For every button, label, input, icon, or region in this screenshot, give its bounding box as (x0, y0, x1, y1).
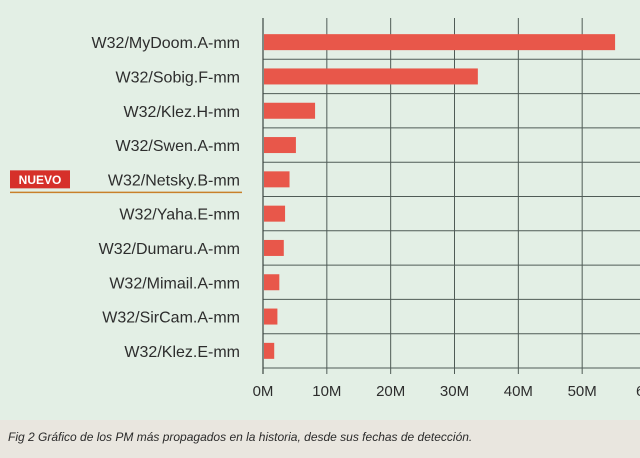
bar-5 (264, 171, 290, 188)
category-label: W32/Yaha.E-mm (119, 207, 240, 224)
category-label: W32/SirCam.A-mm (102, 310, 240, 327)
bar-9 (264, 308, 278, 325)
bar-chart: W32/MyDoom.A-mm W32/Sobig.F-mm W32/Klez.H-… (10, 18, 640, 400)
bar-8 (264, 274, 280, 291)
category-label: W32/Sobig.F-mm (116, 69, 240, 86)
bar-4 (264, 137, 296, 154)
category-label: W32/Netsky.B-mm (108, 172, 240, 189)
x-tick-label: 30M (440, 383, 469, 400)
nuevo-badge-label: NUEVO (19, 173, 62, 187)
bar-10 (264, 342, 275, 359)
category-label: W32/MyDoom.A-mm (92, 35, 240, 52)
nuevo-badge (10, 170, 70, 189)
category-label: W32/Swen.A-mm (116, 138, 240, 155)
figure-caption: Fig 2 Gráfico de los PM más propagados e… (8, 430, 473, 444)
x-tick-label: 6 (636, 383, 640, 400)
bar-6 (264, 205, 286, 222)
x-tick-label: 50M (568, 383, 597, 400)
x-tick-label: 0M (253, 383, 274, 400)
x-tick-label: 20M (376, 383, 405, 400)
x-tick-label: 10M (312, 383, 341, 400)
x-tick-label: 40M (504, 383, 533, 400)
bar-3 (264, 102, 316, 119)
category-label: W32/Mimail.A-mm (109, 275, 240, 292)
category-label: W32/Klez.E-mm (124, 344, 240, 361)
chart-panel: W32/MyDoom.A-mm W32/Sobig.F-mm W32/Klez.H-… (10, 18, 640, 400)
category-label: W32/Dumaru.A-mm (99, 241, 240, 258)
category-label: W32/Klez.H-mm (124, 104, 240, 121)
bar-2 (264, 68, 478, 85)
bar-1 (264, 34, 616, 51)
bar-7 (264, 239, 284, 256)
